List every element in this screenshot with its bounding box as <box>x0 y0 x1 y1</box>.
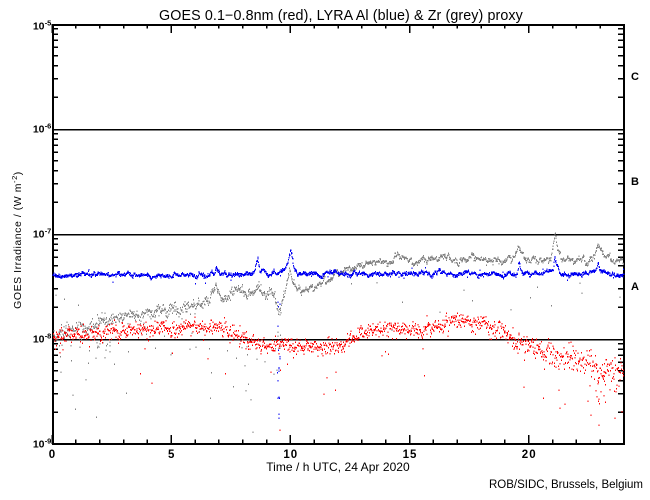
svg-text:-9: -9 <box>45 437 52 446</box>
svg-text:C: C <box>631 71 639 83</box>
svg-text:GOES 0.1−0.8nm (red), LYRA Al: GOES 0.1−0.8nm (red), LYRA Al (blue) & Z… <box>159 8 524 24</box>
svg-text:-8: -8 <box>45 332 52 341</box>
svg-text:GOES Irradiance / (W m-2): GOES Irradiance / (W m-2) <box>10 171 24 309</box>
svg-text:10: 10 <box>33 124 45 136</box>
svg-text:ROB/SIDC, Brussels, Belgium: ROB/SIDC, Brussels, Belgium <box>489 479 643 491</box>
svg-text:-7: -7 <box>45 227 52 236</box>
svg-text:5: 5 <box>168 449 175 461</box>
svg-text:10: 10 <box>33 229 45 241</box>
svg-text:Time / h UTC, 24 Apr 2020: Time / h UTC, 24 Apr 2020 <box>266 460 410 474</box>
svg-text:15: 15 <box>403 449 418 461</box>
svg-text:A: A <box>631 281 639 293</box>
svg-text:20: 20 <box>522 449 537 461</box>
svg-text:0: 0 <box>49 449 56 461</box>
svg-text:B: B <box>631 176 639 188</box>
svg-text:10: 10 <box>33 334 45 346</box>
svg-text:-5: -5 <box>45 19 52 28</box>
svg-text:10: 10 <box>33 21 45 33</box>
svg-text:-6: -6 <box>45 122 52 131</box>
svg-text:10: 10 <box>283 449 298 461</box>
svg-text:10: 10 <box>33 439 45 451</box>
